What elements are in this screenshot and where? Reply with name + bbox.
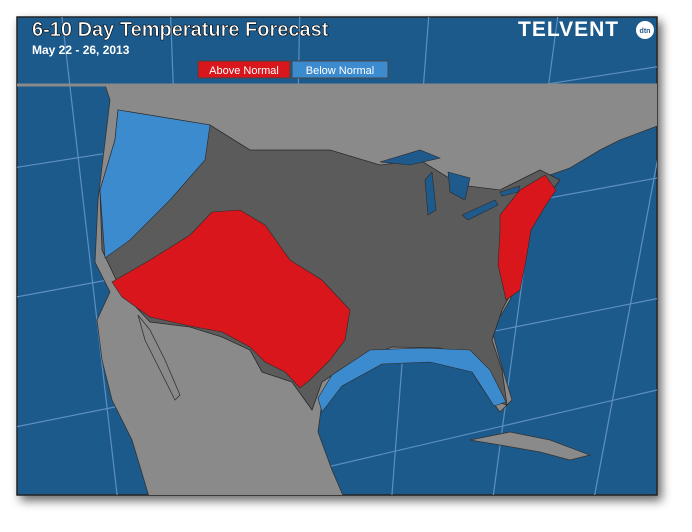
lake-erie — [461, 199, 499, 221]
logo-badge: dtn — [640, 28, 651, 35]
title: 6-10 Day Temperature Forecast — [32, 19, 329, 41]
region-above-normal-northeast — [497, 174, 557, 301]
lake-huron — [447, 171, 471, 201]
map — [17, 17, 657, 495]
lake-superior — [379, 149, 441, 166]
logo-badge-circle — [636, 21, 654, 39]
land-cuba — [469, 431, 592, 461]
region-below-normal-northwest — [99, 109, 211, 259]
graticule-line — [594, 159, 657, 495]
region-below-normal-gulf — [317, 347, 507, 413]
land-baja — [137, 314, 181, 401]
graticule-line — [204, 389, 657, 495]
legend-label: Above Normal — [209, 65, 279, 77]
legend-label: Below Normal — [306, 65, 374, 77]
legend-swatch-above — [197, 60, 291, 79]
lake-ontario — [499, 185, 521, 197]
lake-michigan — [424, 171, 437, 216]
subtitle: May 22 - 26, 2013 — [32, 43, 130, 57]
region-above-normal-southwest — [111, 209, 351, 389]
legend-swatch-below — [291, 60, 389, 79]
graticule-line — [61, 17, 118, 495]
great-lakes — [379, 149, 521, 221]
logo: TELVENT — [518, 18, 619, 41]
